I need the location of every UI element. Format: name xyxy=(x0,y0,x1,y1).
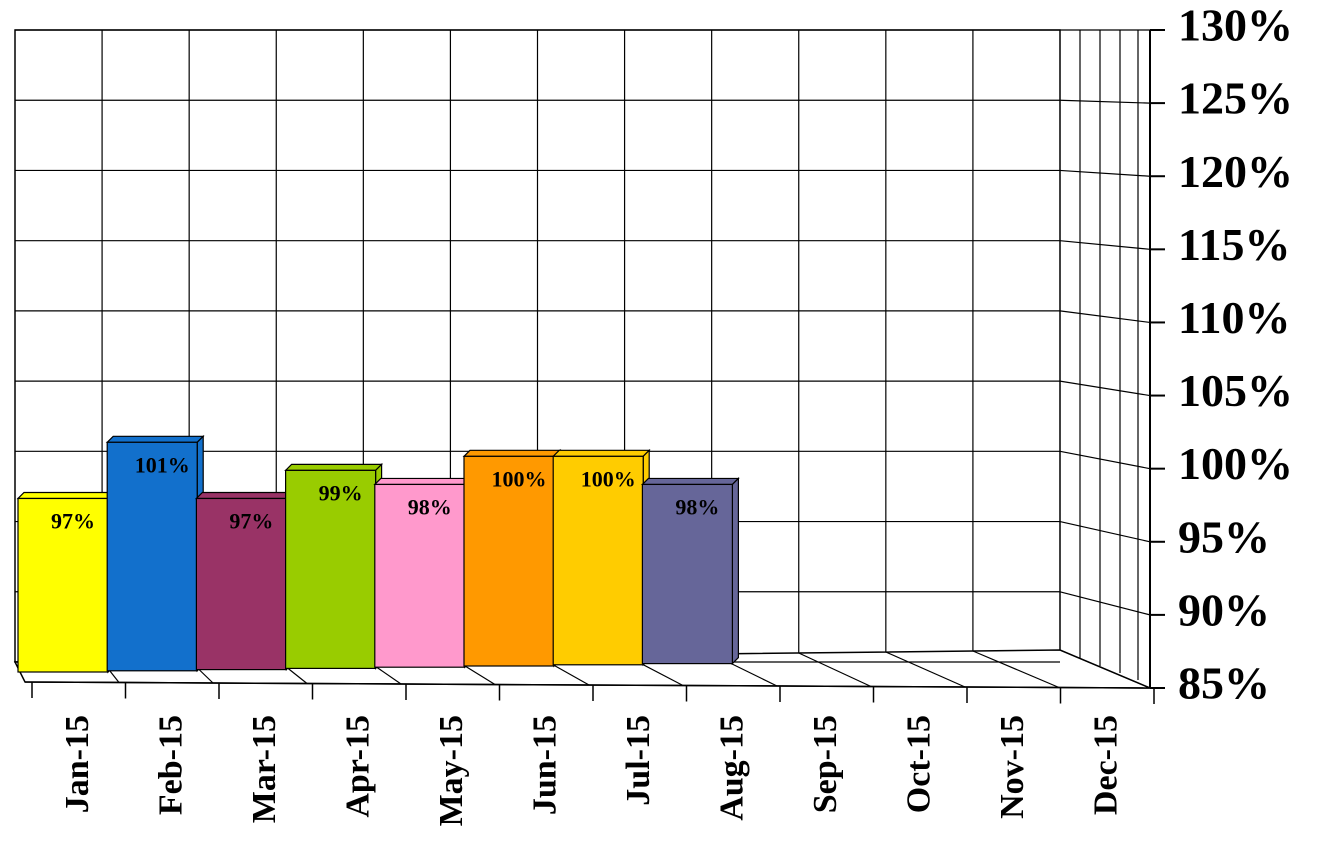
x-tick-label: Jan-15 xyxy=(59,715,96,813)
x-tick-label: Feb-15 xyxy=(152,715,189,815)
y-tick-label: 125% xyxy=(1178,73,1293,124)
bar-top xyxy=(284,463,384,471)
side-grid-line xyxy=(1059,520,1151,543)
y-tick-label: 85% xyxy=(1178,658,1270,709)
bar xyxy=(17,497,109,673)
y-tick-label: 115% xyxy=(1178,219,1290,270)
y-tick-label: 110% xyxy=(1178,292,1290,343)
bar xyxy=(285,469,377,669)
bar-side xyxy=(731,476,740,666)
x-tick-label: Nov-15 xyxy=(994,715,1031,819)
x-tick-label: Apr-15 xyxy=(339,715,376,818)
value-label: 98% xyxy=(408,494,452,519)
floor-line xyxy=(885,651,966,688)
side-grid-line xyxy=(1059,591,1151,616)
bar-top xyxy=(105,435,205,443)
bar xyxy=(374,483,466,668)
bar xyxy=(195,497,287,671)
value-label: 97% xyxy=(229,509,273,534)
x-tick-label: Mar-15 xyxy=(246,715,283,823)
y-tick-label: 105% xyxy=(1178,365,1293,416)
bar-top xyxy=(194,491,294,500)
x-tick-label: Jun-15 xyxy=(526,715,563,815)
value-label: 100% xyxy=(492,466,547,491)
bar-top xyxy=(462,449,562,457)
y-tick-label: 90% xyxy=(1178,584,1270,635)
floor-line xyxy=(798,652,872,688)
side-grid-line xyxy=(1059,99,1151,104)
x-tick-label: Dec-15 xyxy=(1087,715,1124,815)
x-tick-label: Oct-15 xyxy=(900,715,937,813)
side-grid-line xyxy=(1059,310,1151,324)
side-grid-line xyxy=(1059,450,1151,470)
side-grid-line xyxy=(1059,169,1151,177)
floor-line xyxy=(972,650,1060,689)
value-label: 100% xyxy=(581,466,636,491)
x-tick-label: Jul-15 xyxy=(620,715,657,806)
side-grid-line xyxy=(1059,649,1151,689)
y-tick-label: 120% xyxy=(1178,146,1293,197)
side-grid-line xyxy=(1059,380,1151,397)
bar-top xyxy=(373,477,473,486)
value-label: 98% xyxy=(675,494,719,519)
bar xyxy=(106,441,198,672)
y-tick-label: 100% xyxy=(1178,438,1293,489)
x-tick-label: May-15 xyxy=(433,715,470,826)
side-grid-line xyxy=(1059,240,1151,250)
bar xyxy=(641,483,734,665)
bar-top xyxy=(16,491,116,500)
y-tick-label: 130% xyxy=(1178,0,1293,51)
bar xyxy=(552,455,644,666)
x-tick-label: Sep-15 xyxy=(807,715,844,813)
value-label: 99% xyxy=(319,480,363,505)
value-label: 101% xyxy=(135,452,190,477)
bar-top xyxy=(640,477,740,486)
x-axis xyxy=(24,681,1151,689)
y-tick-label: 95% xyxy=(1178,511,1270,562)
value-label: 97% xyxy=(51,509,95,534)
x-tick-label: Aug-15 xyxy=(713,715,750,821)
bar xyxy=(463,455,555,667)
bar-top xyxy=(551,449,651,457)
